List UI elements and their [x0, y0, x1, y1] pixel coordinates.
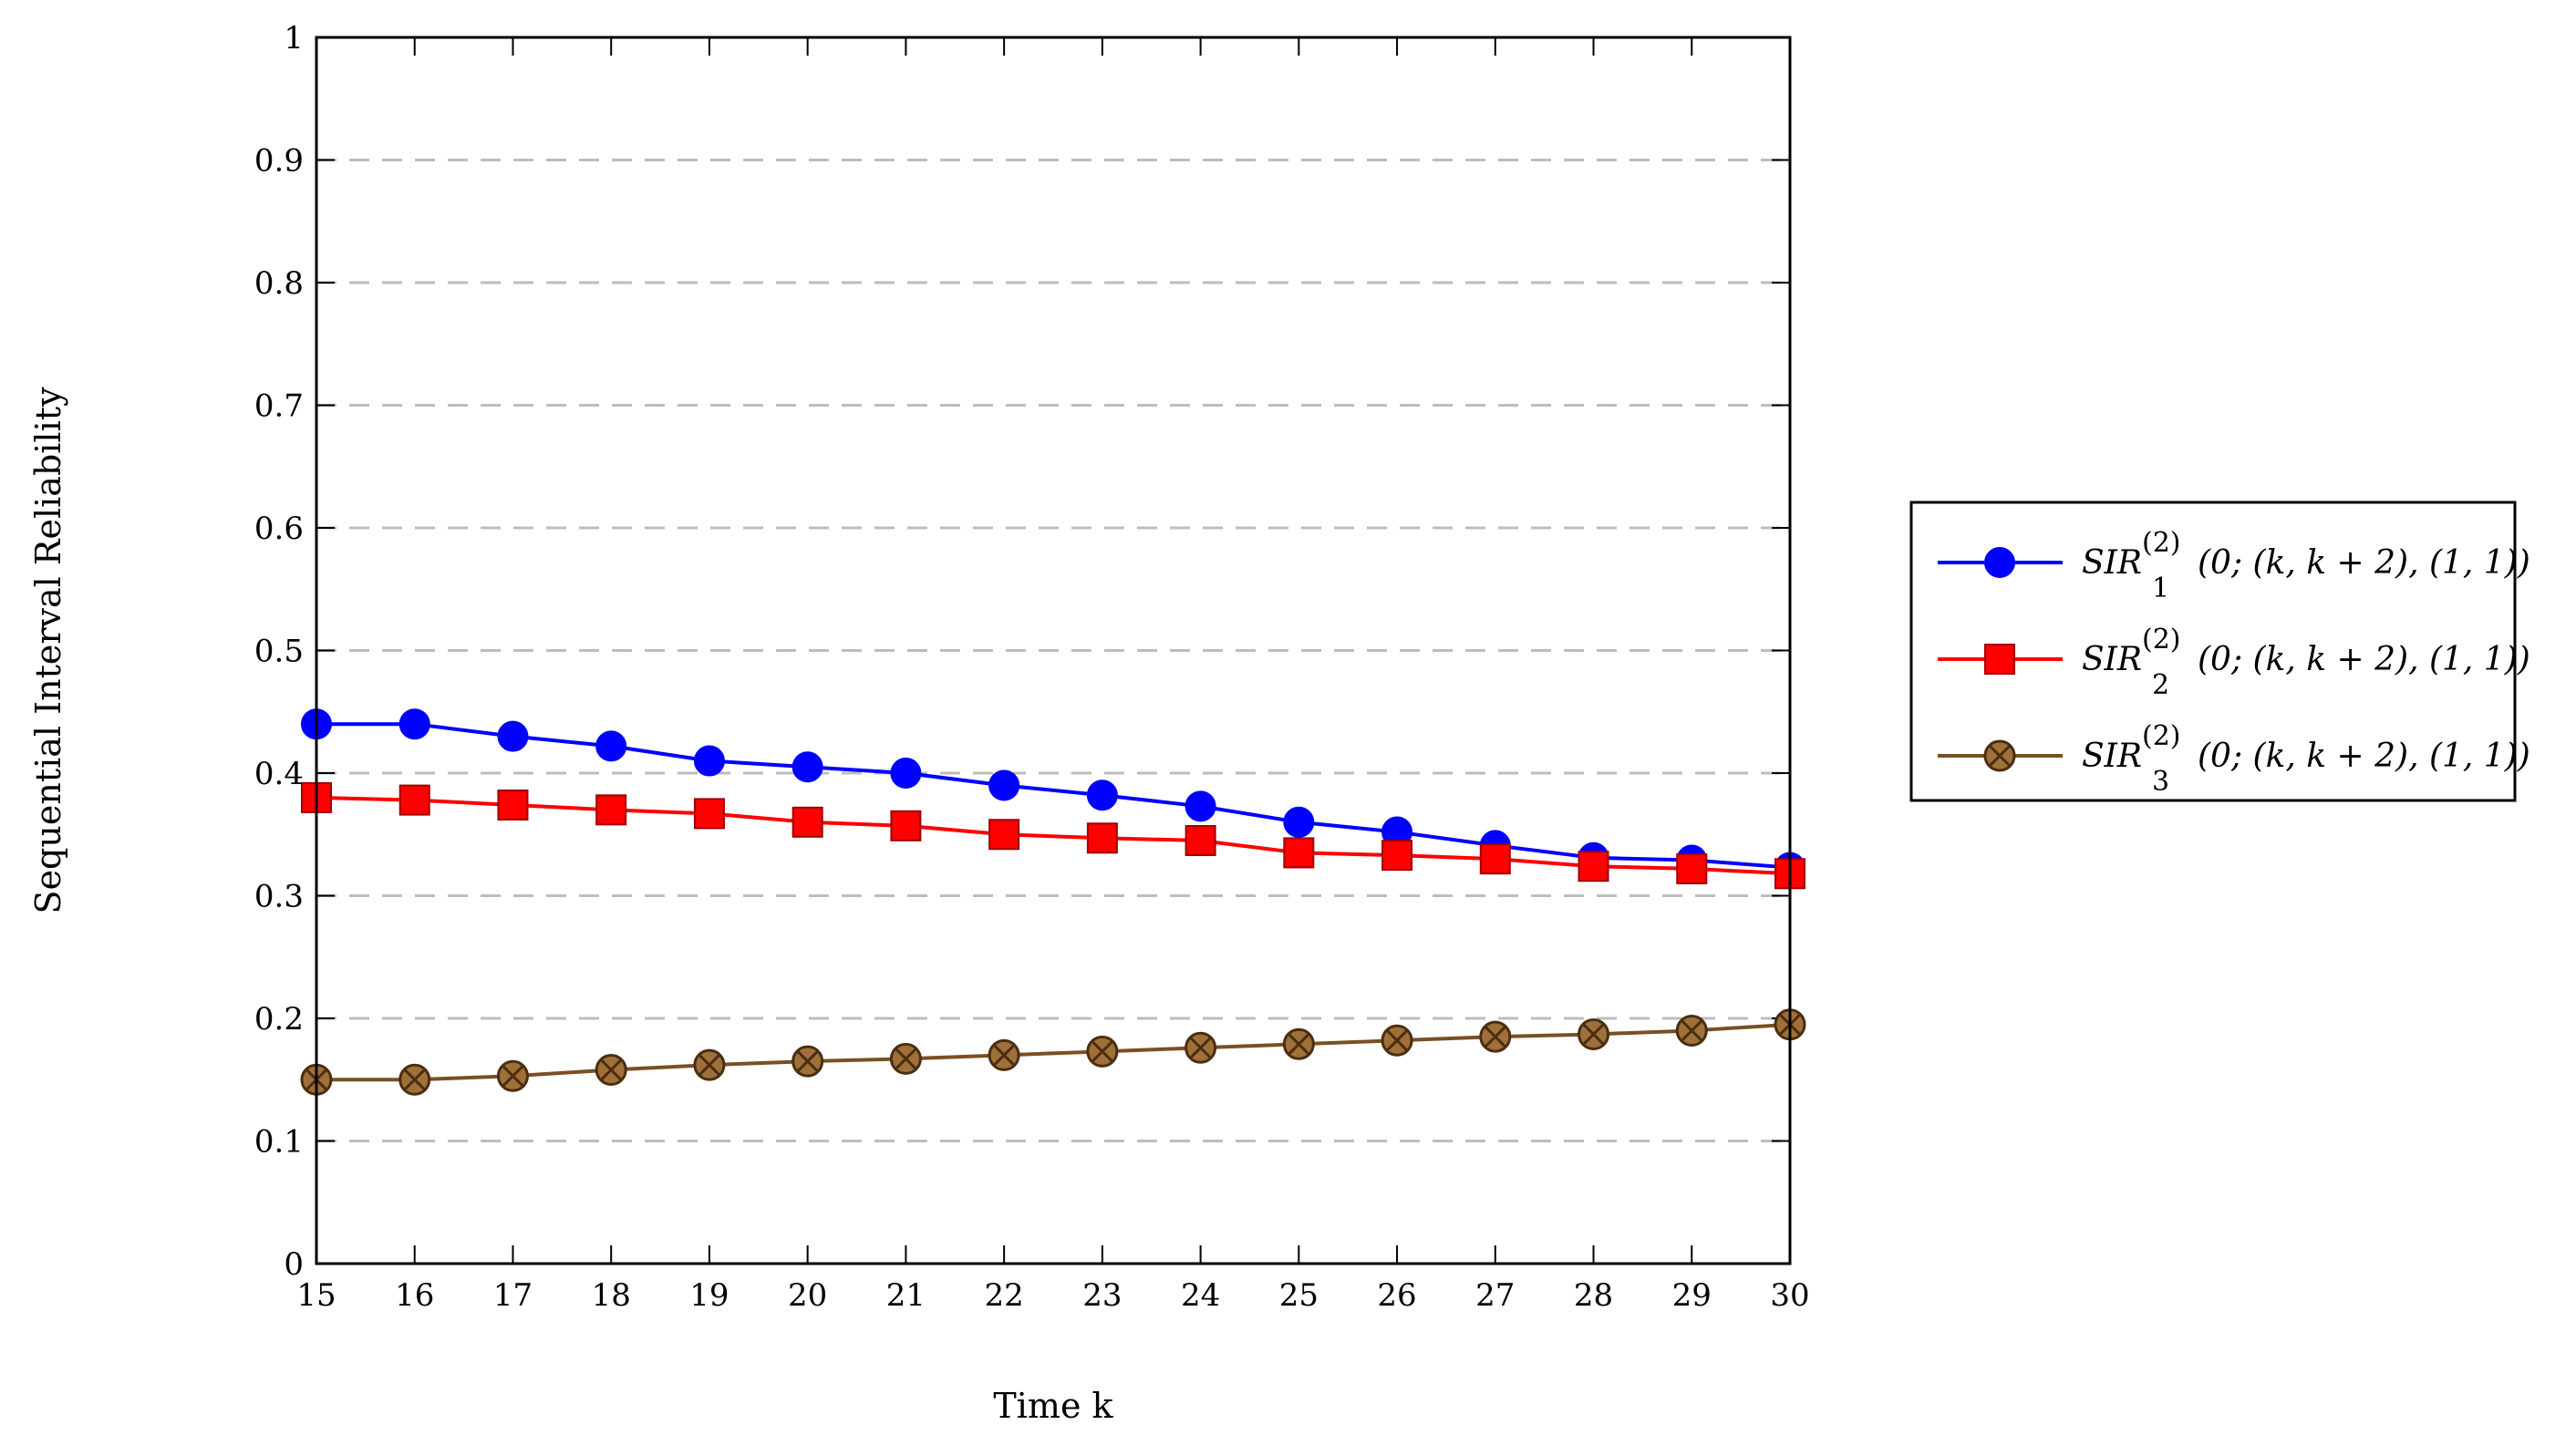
y-tick-label: 0.6: [254, 511, 304, 547]
x-tick-label: 22: [985, 1277, 1024, 1314]
y-tick-label: 1: [284, 20, 304, 57]
series-group: [300, 708, 1806, 1096]
data-point-series-2: [988, 819, 1020, 851]
data-point-series-3: [1185, 1031, 1217, 1064]
data-point-series-2: [1381, 840, 1413, 872]
plot-frame: [315, 36, 1792, 1265]
data-point-series-2: [497, 789, 529, 821]
legend: SIR(2) 1(0; (k, k + 2), (1, 1)) SIR(2) 2(0;…: [1909, 501, 2530, 802]
data-point-series-3: [1282, 1027, 1315, 1060]
y-tick-label: 0: [284, 1246, 304, 1283]
y-tick-label: 0.4: [254, 756, 304, 792]
series-line-2: [316, 795, 1791, 876]
data-point-series-3: [1086, 1035, 1119, 1068]
data-point-series-2: [693, 798, 725, 830]
data-point-series-3: [1578, 1017, 1610, 1050]
x-tick-label: 16: [395, 1277, 434, 1314]
data-point-series-2: [1479, 843, 1511, 875]
series-line-1: [316, 722, 1791, 870]
x-tick-label: 17: [493, 1277, 533, 1314]
x-axis-label: Time k: [993, 1386, 1113, 1426]
x-tick-label: 20: [788, 1277, 827, 1314]
legend-label: SIR(2) 3(0; (k, k + 2), (1, 1)): [2082, 720, 2530, 798]
data-point-series-3: [693, 1048, 726, 1081]
data-point-series-3: [1479, 1020, 1512, 1053]
data-point-series-3: [595, 1053, 627, 1086]
y-tick-label: 0.9: [254, 143, 304, 180]
x-tick-label: 19: [689, 1277, 729, 1314]
data-point-series-3: [889, 1042, 922, 1075]
data-point-series-1: [497, 720, 529, 752]
x-tick-label: 23: [1082, 1277, 1122, 1314]
y-tick-label: 0.2: [254, 1001, 304, 1038]
data-point-series-1: [1283, 806, 1315, 838]
x-tick-label: 29: [1672, 1277, 1712, 1314]
data-point-series-1: [791, 751, 823, 783]
data-point-series-3: [1381, 1024, 1413, 1057]
x-tick-label: 26: [1377, 1277, 1416, 1314]
series-2: [301, 781, 1805, 890]
x-tick-label: 28: [1574, 1277, 1613, 1314]
series-3: [300, 1008, 1806, 1096]
series-line-3: [316, 1022, 1791, 1082]
legend-label: SIR(2) 1(0; (k, k + 2), (1, 1)): [2082, 527, 2530, 604]
tick-labels: 0 0.1 0.2 0.3 0.4 0.5 0.6 0.7 0.8 0.9 1 15 16 17 18 19 2…: [254, 20, 1810, 1314]
y-axis-label: Sequential Interval Reliability: [28, 387, 68, 914]
data-point-series-2: [1185, 824, 1216, 856]
legend-marker: [1984, 547, 2015, 578]
y-tick-label: 0.7: [254, 388, 304, 425]
data-point-series-1: [890, 758, 922, 789]
legend-entry-2: SIR(2) 2(0; (k, k + 2), (1, 1)): [1938, 624, 2530, 701]
x-tick-label: 24: [1181, 1277, 1220, 1314]
data-point-series-1: [595, 730, 627, 762]
x-tick-label: 27: [1475, 1277, 1515, 1314]
x-tick-label: 18: [592, 1277, 631, 1314]
data-point-series-3: [791, 1045, 824, 1078]
data-point-series-1: [693, 745, 725, 777]
x-tick-label: 30: [1770, 1277, 1809, 1314]
data-point-series-3: [496, 1059, 529, 1092]
legend-entry-1: SIR(2) 1(0; (k, k + 2), (1, 1)): [1938, 527, 2530, 604]
y-tick-label: 0.8: [254, 265, 304, 302]
y-tick-label: 0.1: [254, 1124, 304, 1161]
data-point-series-3: [398, 1063, 431, 1096]
legend-label: SIR(2) 2(0; (k, k + 2), (1, 1)): [2082, 624, 2530, 701]
data-point-series-2: [791, 806, 823, 838]
x-tick-label: 21: [886, 1277, 926, 1314]
legend-entry-3: SIR(2) 3(0; (k, k + 2), (1, 1)): [1938, 720, 2530, 798]
data-point-series-3: [988, 1038, 1020, 1071]
data-point-series-2: [1086, 822, 1118, 854]
data-point-series-2: [1283, 837, 1315, 869]
axis-ticks: [316, 36, 1791, 1265]
data-point-series-1: [1086, 779, 1118, 811]
data-point-series-2: [398, 784, 430, 816]
y-tick-label: 0.3: [254, 879, 304, 915]
data-point-series-2: [595, 794, 627, 826]
data-point-series-2: [890, 810, 922, 841]
x-tick-label: 15: [296, 1277, 336, 1314]
data-point-series-1: [1185, 790, 1216, 822]
y-tick-label: 0.5: [254, 634, 304, 670]
x-tick-label: 25: [1279, 1277, 1319, 1314]
data-point-series-1: [398, 708, 430, 740]
legend-marker: [1983, 739, 2016, 772]
legend-marker: [1984, 644, 2015, 675]
data-point-series-2: [1578, 851, 1609, 883]
data-point-series-1: [988, 769, 1020, 801]
grid-lines: [316, 159, 1790, 1142]
data-point-series-2: [1676, 852, 1708, 884]
data-point-series-3: [1675, 1014, 1708, 1047]
